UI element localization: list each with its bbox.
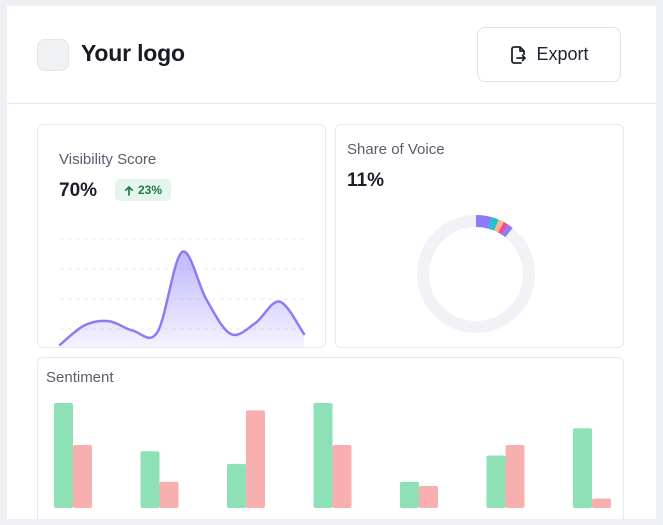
visibility-area bbox=[60, 251, 304, 347]
donut-segment bbox=[498, 221, 509, 235]
donut-segment bbox=[488, 217, 499, 231]
visibility-score-title: Visibility Score bbox=[59, 151, 157, 168]
logo-mark bbox=[37, 39, 69, 71]
share-of-voice-donut bbox=[417, 214, 535, 333]
sentiment-card: Sentiment bbox=[37, 357, 624, 519]
arrow-up-icon bbox=[124, 185, 134, 196]
sentiment-bar-chart bbox=[54, 403, 611, 508]
donut-segment bbox=[494, 219, 504, 233]
sentiment-positive-bar bbox=[54, 403, 73, 508]
export-button[interactable]: Export bbox=[477, 27, 621, 82]
donut-track bbox=[417, 215, 535, 333]
sentiment-negative-bar bbox=[592, 498, 611, 508]
sentiment-positive-bar bbox=[400, 481, 419, 508]
sentiment-positive-bar bbox=[486, 455, 506, 508]
sentiment-positive-bar bbox=[140, 451, 160, 508]
sentiment-negative-bar bbox=[159, 481, 179, 508]
visibility-score-value: 70% bbox=[59, 180, 98, 201]
sentiment-negative-bar bbox=[419, 485, 438, 508]
sentiment-negative-bar bbox=[246, 410, 265, 508]
sentiment-negative-bar bbox=[332, 445, 352, 508]
header: Your logo Export bbox=[7, 6, 656, 104]
visibility-line-chart bbox=[58, 238, 306, 347]
sentiment-positive-bar bbox=[227, 463, 246, 508]
export-label: Export bbox=[536, 44, 589, 64]
share-of-voice-title: Share of Voice bbox=[347, 141, 445, 158]
logo-text: Your logo bbox=[81, 40, 185, 66]
share-of-voice-value: 11% bbox=[347, 170, 384, 191]
visibility-score-card: Visibility Score 70% 23% bbox=[37, 124, 326, 348]
donut-segment bbox=[501, 224, 513, 238]
donut-segment bbox=[475, 214, 492, 229]
share-of-voice-card: Share of Voice 11% bbox=[335, 124, 624, 348]
sentiment-positive-bar bbox=[573, 428, 592, 508]
sentiment-positive-bar bbox=[313, 403, 333, 508]
file-export-icon bbox=[511, 45, 527, 64]
sentiment-negative-bar bbox=[73, 445, 92, 508]
visibility-line bbox=[58, 250, 306, 347]
visibility-change-value: 23% bbox=[138, 183, 163, 197]
dashboard-frame: Your logo Export Visibility Score 70% 23… bbox=[7, 6, 656, 519]
sentiment-title: Sentiment bbox=[46, 369, 114, 386]
sentiment-negative-bar bbox=[505, 445, 525, 508]
visibility-change-badge: 23% bbox=[115, 179, 172, 201]
